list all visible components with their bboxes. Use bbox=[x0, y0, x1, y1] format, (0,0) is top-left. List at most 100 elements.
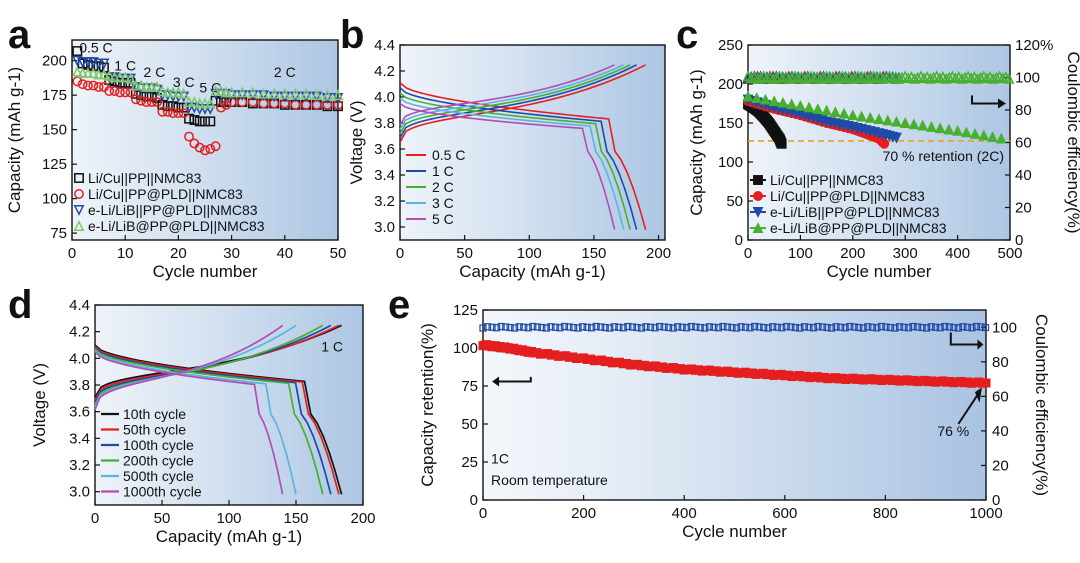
data-point bbox=[205, 144, 216, 154]
x-tick-label: 0 bbox=[91, 510, 99, 527]
charge-curve bbox=[399, 64, 615, 126]
ce-point bbox=[651, 324, 659, 332]
data-point bbox=[200, 145, 210, 156]
data-point bbox=[162, 86, 174, 98]
capacity-point bbox=[917, 119, 929, 131]
y2-tick-label: 20 bbox=[992, 457, 1009, 474]
legend-label: 2 C bbox=[432, 179, 454, 195]
y-tick-label: 75 bbox=[50, 225, 67, 242]
data-point bbox=[146, 81, 158, 92]
data-point bbox=[183, 96, 195, 108]
y2-axis-label: Coulombic efficiency(%) bbox=[1032, 314, 1051, 496]
y-tick-label: 3.6 bbox=[69, 404, 90, 421]
capacity-point bbox=[847, 109, 859, 121]
ce-point bbox=[896, 71, 908, 83]
data-point bbox=[98, 68, 110, 80]
data-point bbox=[173, 102, 184, 113]
data-point bbox=[199, 97, 211, 109]
ce-point bbox=[968, 324, 976, 332]
capacity-point bbox=[829, 106, 841, 118]
y2-tick-label: 80 bbox=[1015, 102, 1032, 119]
x-tick-label: 10 bbox=[117, 245, 134, 262]
capacity-point bbox=[987, 131, 998, 142]
capacity-point bbox=[995, 132, 1007, 144]
ce-point bbox=[773, 323, 781, 331]
ce-point bbox=[669, 324, 677, 332]
ce-point bbox=[808, 72, 820, 84]
capacity-point bbox=[899, 117, 911, 128]
axis-arrowhead bbox=[998, 98, 1006, 109]
data-point bbox=[125, 87, 136, 98]
ce-point bbox=[918, 323, 926, 332]
data-point bbox=[136, 95, 147, 106]
panel-label-b: b bbox=[340, 13, 364, 57]
x-tick-label: 300 bbox=[893, 245, 918, 262]
y2-tick-label: 120% bbox=[1015, 37, 1053, 54]
data-point bbox=[321, 89, 333, 101]
y-tick-label: 3.0 bbox=[374, 219, 395, 236]
discharge-curve bbox=[94, 349, 297, 495]
capacity-point bbox=[879, 138, 890, 149]
ce-point bbox=[945, 323, 953, 331]
ce-point bbox=[850, 323, 858, 331]
plot-background bbox=[400, 45, 665, 240]
capacity-point bbox=[978, 129, 990, 141]
data-point bbox=[77, 67, 89, 79]
ce-point bbox=[723, 323, 732, 331]
ce-point bbox=[873, 324, 881, 332]
data-point bbox=[216, 102, 226, 113]
data-point bbox=[83, 80, 93, 91]
x-axis-label: Cycle number bbox=[153, 262, 258, 281]
discharge-curve bbox=[399, 92, 631, 230]
ce-point bbox=[972, 322, 981, 331]
x-tick-label: 50 bbox=[456, 245, 473, 262]
data-point bbox=[135, 79, 147, 91]
data-point bbox=[184, 131, 194, 142]
capacity-point bbox=[873, 113, 885, 125]
x-tick-label: 200 bbox=[646, 245, 671, 262]
data-point bbox=[72, 76, 83, 87]
x-tick-label: 150 bbox=[581, 245, 606, 262]
data-point bbox=[210, 141, 221, 152]
ce-point bbox=[615, 323, 623, 331]
data-point bbox=[93, 58, 105, 70]
ce-point bbox=[687, 322, 695, 331]
x-tick-label: 0 bbox=[479, 505, 487, 522]
y-tick-label: 175 bbox=[42, 87, 67, 104]
capacity-point bbox=[891, 115, 902, 127]
data-point bbox=[189, 115, 200, 125]
ce-point bbox=[760, 323, 768, 332]
discharge-curve bbox=[399, 82, 647, 230]
ce-point bbox=[981, 72, 993, 84]
y-tick-label: 25 bbox=[461, 454, 478, 471]
panel-label-c: c bbox=[676, 13, 698, 57]
ce-point bbox=[981, 323, 990, 332]
legend-marker bbox=[74, 189, 84, 199]
x-tick-label: 800 bbox=[873, 505, 898, 522]
data-point bbox=[290, 87, 301, 99]
capacity-point bbox=[882, 114, 894, 126]
legend-label: 1 C bbox=[432, 163, 454, 179]
data-point bbox=[215, 85, 227, 96]
ce-point bbox=[769, 323, 777, 331]
data-point bbox=[204, 97, 216, 109]
x-tick-label: 1000 bbox=[969, 505, 1002, 522]
capacity-point bbox=[776, 138, 787, 149]
ce-point bbox=[902, 72, 914, 84]
data-point bbox=[125, 72, 136, 84]
data-point bbox=[321, 92, 333, 104]
x-tick-label: 40 bbox=[276, 245, 293, 262]
ce-point bbox=[556, 324, 564, 332]
y-tick-label: 3.2 bbox=[69, 457, 90, 474]
data-point bbox=[221, 99, 232, 110]
ce-point bbox=[800, 323, 809, 331]
ce-point bbox=[710, 323, 718, 331]
ce-point bbox=[705, 323, 713, 331]
ce-point bbox=[633, 323, 641, 332]
data-point bbox=[82, 67, 94, 79]
data-point bbox=[210, 85, 222, 96]
ce-point bbox=[745, 72, 757, 84]
y-tick-label: 75 bbox=[461, 378, 478, 395]
legend-label: 500th cycle bbox=[123, 468, 194, 484]
